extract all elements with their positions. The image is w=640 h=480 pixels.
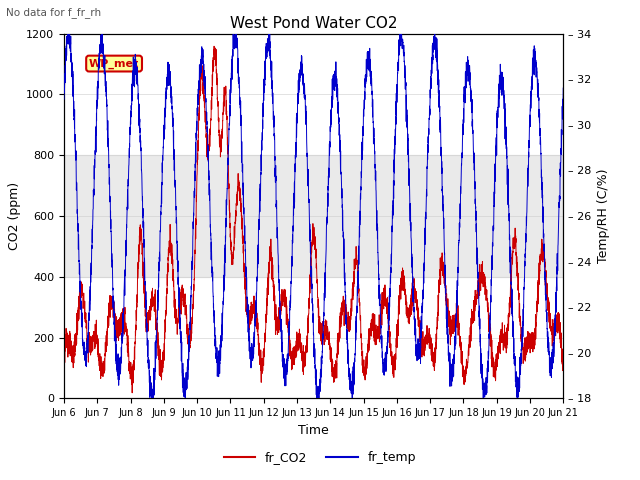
Title: West Pond Water CO2: West Pond Water CO2: [230, 16, 397, 31]
Text: No data for f_fr_rh: No data for f_fr_rh: [6, 7, 102, 18]
Y-axis label: CO2 (ppm): CO2 (ppm): [8, 182, 20, 250]
Text: WP_met: WP_met: [89, 59, 140, 69]
Bar: [64, 155, 563, 277]
X-axis label: Time: Time: [298, 424, 329, 437]
Legend: fr_CO2, fr_temp: fr_CO2, fr_temp: [219, 446, 421, 469]
Y-axis label: Temp/RH (C/%): Temp/RH (C/%): [597, 169, 610, 263]
